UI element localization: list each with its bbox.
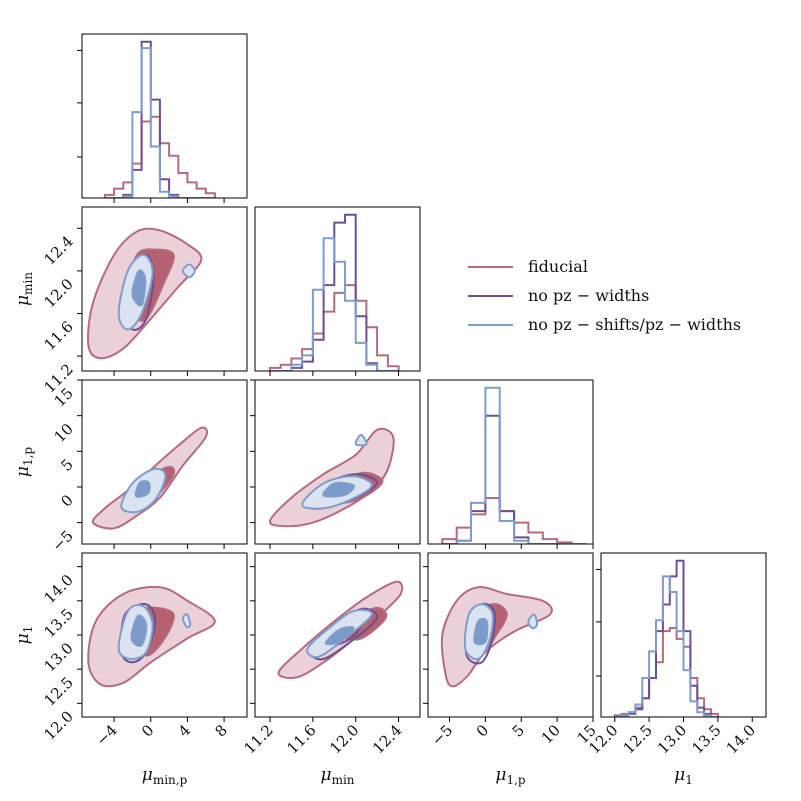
x-tick-label-mu_min_p: −4 — [93, 721, 121, 749]
x-tick-label-mu_1_p: 0 — [473, 721, 492, 740]
histogram-mu_min-fiducial — [269, 284, 400, 371]
contour-inner-no-pz-shifts-pz-widths — [473, 617, 489, 646]
contour-panel-3-2 — [440, 586, 553, 688]
contour-panel-3-0 — [87, 585, 216, 688]
y-axis-label-mu_1_p: μ1,p — [13, 447, 35, 478]
x-tick-label-mu_1: 12.5 — [620, 721, 656, 757]
y-tick-label-mu_1: 12.5 — [40, 673, 76, 709]
x-axis-label-mu_min: μmin — [320, 765, 354, 787]
contour-panel-2-0 — [91, 426, 208, 530]
x-tick-label-mu_min: 11.2 — [240, 721, 276, 757]
contour-panel-1-0 — [87, 227, 203, 360]
y-tick-label-mu_1_p: 10 — [51, 420, 77, 446]
histogram-mu_min-no-pz-shifts-pz-widths — [270, 237, 399, 371]
x-axis-label-mu_1_p: μ1,p — [495, 765, 526, 787]
y-tick-label-mu_1: 14.0 — [40, 571, 76, 607]
contour-outer-fiducial — [440, 586, 553, 688]
y-tick-label-mu_min: 11.6 — [40, 318, 76, 354]
histogram-mu_1-no-pz-widths — [614, 559, 718, 717]
x-tick-label-mu_1_p: −5 — [428, 721, 456, 749]
contour-inner-no-pz-shifts-pz-widths — [130, 614, 148, 647]
y-tick-label-mu_1_p: 5 — [57, 455, 76, 474]
histogram-mu_1-no-pz-shifts-pz-widths — [614, 575, 718, 717]
legend-entry-1: no pz − widths — [528, 286, 649, 305]
y-tick-label-mu_1_p: 0 — [57, 491, 76, 510]
histogram-mu_min_p — [103, 40, 216, 198]
legend: fiducial no pz − widths no pz − shifts/pz … — [468, 257, 741, 334]
contour-inner-no-pz-shifts-pz-widths — [324, 626, 355, 646]
x-tick-label-mu_min_p: 4 — [175, 721, 194, 740]
contour-panel-3-1 — [277, 580, 404, 680]
y-tick-label-mu_1_p: −5 — [48, 527, 76, 555]
contour-inner-no-pz-shifts-pz-widths — [131, 269, 147, 307]
contour-inner-no-pz-shifts-pz-widths — [134, 480, 151, 498]
contour-inner-no-pz-shifts-pz-widths — [322, 481, 355, 498]
contour-panel-2-1 — [269, 427, 395, 528]
histogram-mu_min_p-no-pz-widths — [104, 40, 215, 198]
y-tick-label-mu_1: 12.0 — [40, 707, 76, 743]
contour-island-no-pz-shifts-pz-widths-0 — [181, 613, 192, 629]
legend-entry-0: fiducial — [528, 257, 588, 276]
x-tick-label-mu_min: 12.0 — [326, 721, 362, 757]
histogram-mu_1_p — [441, 386, 586, 544]
histogram-mu_1-fiducial — [613, 627, 719, 717]
x-tick-label-mu_1: 13.0 — [654, 721, 690, 757]
x-tick-label-mu_min_p: 8 — [211, 721, 230, 740]
contour-island-no-pz-shifts-pz-widths-0 — [527, 613, 539, 630]
histogram-mu_min_p-no-pz-shifts-pz-widths — [104, 47, 215, 198]
y-axis-label-mu_1: μ1 — [13, 626, 35, 645]
contour-island-no-pz-shifts-pz-widths-0 — [181, 263, 196, 279]
panel-frame-0-0 — [81, 33, 248, 199]
histogram-mu_1_p-no-pz-shifts-pz-widths — [442, 386, 586, 544]
y-tick-label-mu_1: 13.5 — [40, 605, 76, 641]
x-tick-label-mu_min: 11.6 — [283, 721, 319, 757]
panel-frame-2-1 — [254, 379, 421, 545]
legend-entry-2: no pz − shifts/pz − widths — [528, 315, 741, 334]
y-tick-label-mu_min: 12.0 — [40, 275, 76, 311]
panel-frame-1-1 — [254, 206, 421, 372]
contour-island-no-pz-shifts-pz-widths-0 — [354, 433, 368, 447]
histogram-mu_min — [269, 213, 400, 371]
x-axis-label-mu_1: μ1 — [674, 765, 693, 787]
x-tick-label-mu_1_p: 5 — [509, 721, 528, 740]
panel-frame-1-0 — [81, 206, 248, 372]
y-axis-label-mu_min: μmin — [13, 272, 35, 306]
x-tick-label-mu_1: 14.0 — [723, 721, 759, 757]
histogram-mu_1 — [613, 559, 719, 717]
x-axis-label-mu_min_p: μmin,p — [142, 765, 188, 787]
y-tick-label-mu_min: 12.4 — [40, 232, 76, 268]
x-tick-label-mu_min: 12.4 — [369, 721, 405, 757]
y-tick-label-mu_1: 13.0 — [40, 639, 76, 675]
x-tick-label-mu_min_p: 0 — [138, 721, 157, 740]
x-tick-label-mu_1_p: 10 — [538, 721, 564, 747]
panel-frame-2-2 — [427, 379, 594, 545]
panel-frame-2-0 — [81, 379, 248, 545]
contour-outer-fiducial — [269, 427, 395, 528]
x-tick-label-mu_1: 13.5 — [688, 721, 724, 757]
